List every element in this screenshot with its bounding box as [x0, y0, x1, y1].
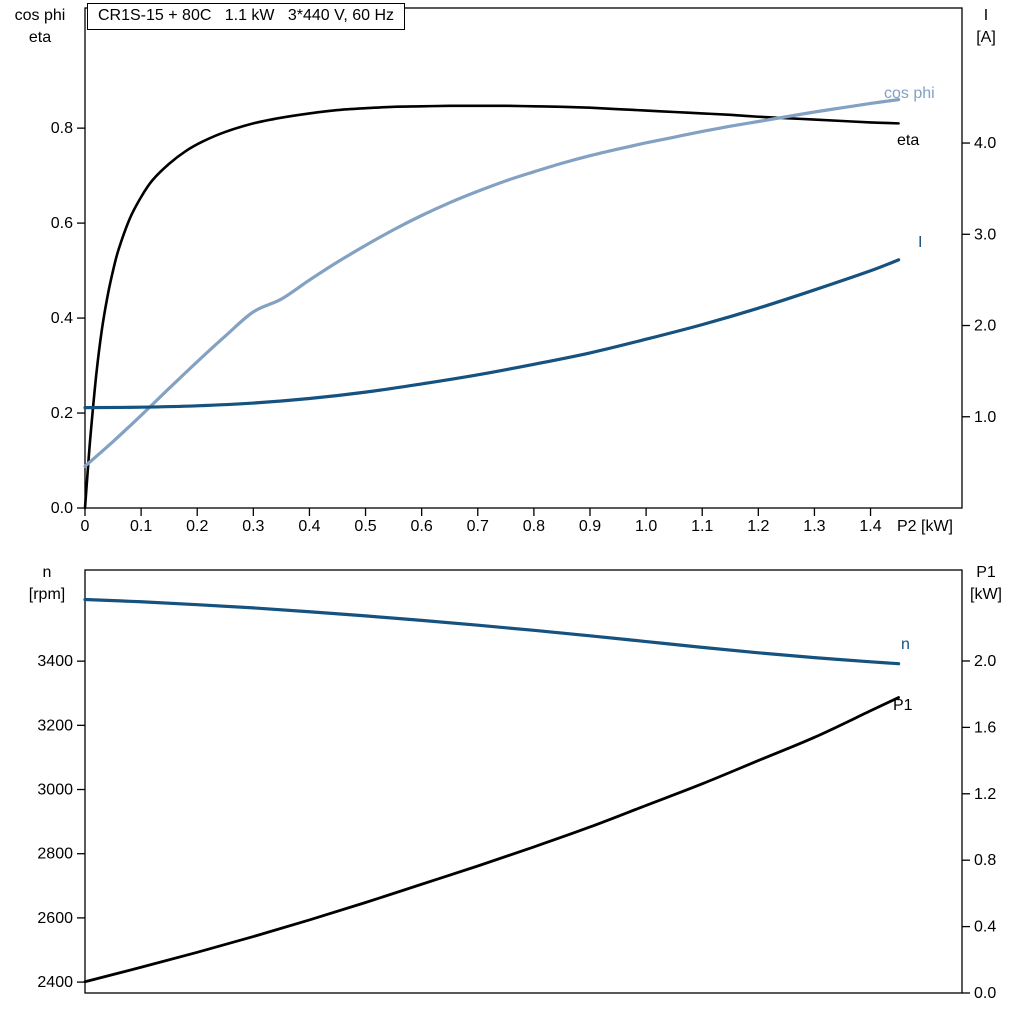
svg-text:2800: 2800 — [37, 846, 73, 863]
svg-text:1.0: 1.0 — [635, 518, 657, 535]
svg-text:3400: 3400 — [37, 653, 73, 670]
top-left-axis-line2: eta — [28, 29, 52, 46]
top-left-axis-header: cos phi eta — [2, 5, 78, 49]
svg-text:3200: 3200 — [37, 717, 73, 734]
svg-text:0.4: 0.4 — [974, 919, 996, 936]
top-left-axis-line1: cos phi — [14, 7, 66, 24]
svg-text:0.6: 0.6 — [411, 518, 433, 535]
svg-text:0.6: 0.6 — [51, 215, 73, 232]
svg-text:1.4: 1.4 — [859, 518, 881, 535]
eta-curve-label: eta — [897, 132, 920, 149]
svg-text:3.0: 3.0 — [974, 226, 996, 243]
bottom-right-axis-line1: P1 — [976, 564, 996, 581]
cos-phi-curve-label: cos phi — [884, 85, 935, 102]
current-curve-label: I — [918, 234, 923, 251]
svg-text:0.0: 0.0 — [974, 985, 996, 1002]
bottom-right-axis-line2: [kW] — [970, 586, 1002, 603]
svg-text:2600: 2600 — [37, 910, 73, 927]
svg-text:0.1: 0.1 — [130, 518, 152, 535]
svg-text:0.2: 0.2 — [186, 518, 208, 535]
bottom-right-axis-header: P1 [kW] — [960, 562, 1012, 606]
svg-text:0.3: 0.3 — [242, 518, 264, 535]
bottom-left-axis-line2: [rpm] — [28, 586, 66, 603]
svg-text:1.0: 1.0 — [974, 409, 996, 426]
svg-text:2400: 2400 — [37, 974, 73, 991]
bottom-left-axis-header: n [rpm] — [9, 562, 85, 606]
speed-curve-label: n — [901, 636, 910, 653]
svg-text:0: 0 — [81, 518, 90, 535]
svg-text:0.4: 0.4 — [298, 518, 320, 535]
svg-text:0.4: 0.4 — [51, 310, 73, 327]
svg-text:P2 [kW]: P2 [kW] — [897, 518, 953, 535]
top-right-axis-line2: [A] — [976, 29, 996, 46]
power-curve-label: P1 — [893, 697, 913, 714]
svg-text:2.0: 2.0 — [974, 653, 996, 670]
svg-text:3000: 3000 — [37, 782, 73, 799]
svg-text:1.1: 1.1 — [691, 518, 713, 535]
svg-text:0.8: 0.8 — [974, 852, 996, 869]
svg-text:0.2: 0.2 — [51, 405, 73, 422]
svg-text:0.5: 0.5 — [354, 518, 376, 535]
svg-text:0.9: 0.9 — [579, 518, 601, 535]
svg-text:0.7: 0.7 — [467, 518, 489, 535]
svg-text:1.2: 1.2 — [974, 786, 996, 803]
svg-text:0.8: 0.8 — [51, 120, 73, 137]
top-right-axis-line1: I — [983, 7, 989, 24]
chart-title-box: CR1S-15 + 80C 1.1 kW 3*440 V, 60 Hz — [87, 3, 406, 30]
svg-text:1.2: 1.2 — [747, 518, 769, 535]
svg-text:2.0: 2.0 — [974, 318, 996, 335]
svg-text:4.0: 4.0 — [974, 135, 996, 152]
svg-text:0.8: 0.8 — [523, 518, 545, 535]
svg-text:1.6: 1.6 — [974, 719, 996, 736]
svg-text:1.3: 1.3 — [803, 518, 825, 535]
top-right-axis-header: I [A] — [960, 5, 1012, 49]
bottom-left-axis-line1: n — [42, 564, 52, 581]
svg-text:0.0: 0.0 — [51, 500, 73, 517]
